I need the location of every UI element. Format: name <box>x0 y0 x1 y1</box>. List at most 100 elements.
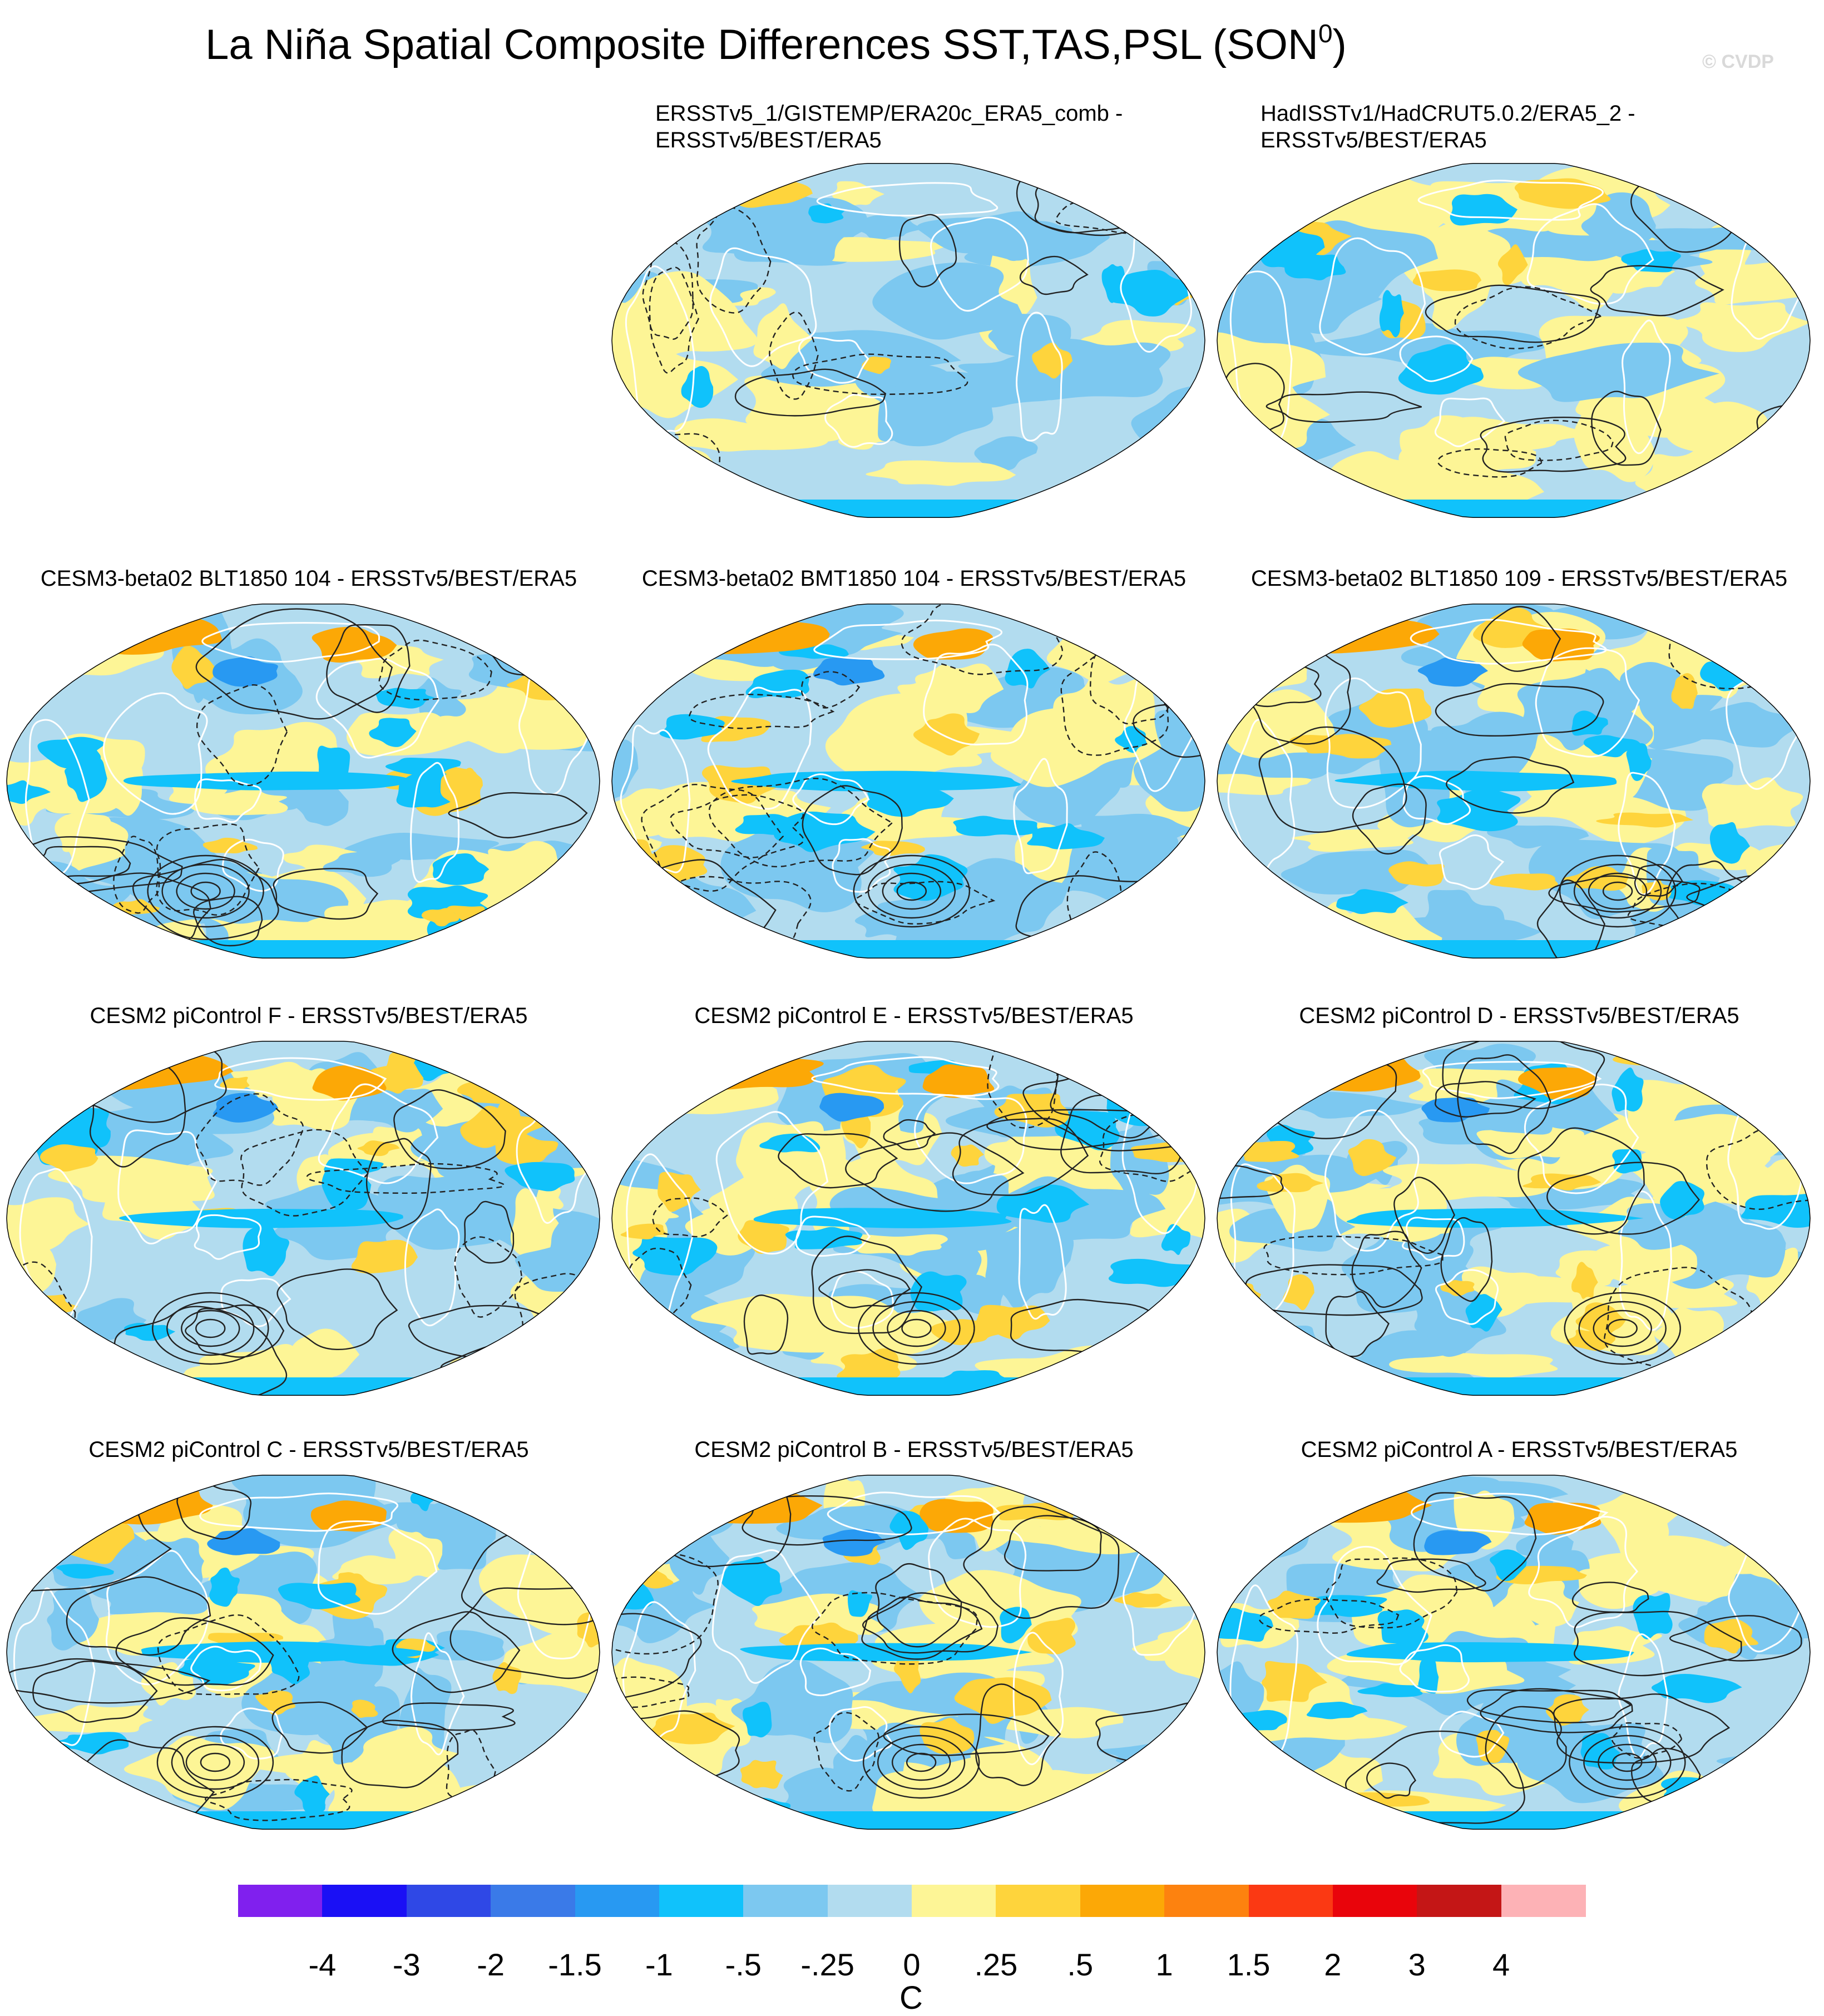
anomaly-region <box>1440 1280 1475 1296</box>
panel-title: CESM3-beta02 BLT1850 104 - ERSSTv5/BEST/… <box>40 566 577 591</box>
anomaly-region <box>1027 1618 1076 1655</box>
map-panel: CESM2 piControl E - ERSSTv5/BEST/ERA5 <box>611 1001 1217 1407</box>
anomaly-region <box>1484 1647 1576 1711</box>
psl-contours <box>612 1475 1205 1799</box>
anomaly-region <box>1388 861 1445 887</box>
anomaly-region <box>615 433 675 488</box>
anomaly-region <box>351 1239 418 1274</box>
colorbar-units: C <box>899 1980 923 2016</box>
anomaly-region <box>56 1564 114 1579</box>
anomaly-region <box>1096 478 1134 497</box>
anomaly-region <box>243 1225 289 1277</box>
equatorial-anomaly-band <box>119 1209 403 1228</box>
anomaly-region <box>1546 1694 1589 1726</box>
colorbar-tick-label: .5 <box>1067 1947 1094 1982</box>
anomaly-region <box>691 1293 906 1353</box>
figure-title-text: La Niña Spatial Composite Differences SS… <box>205 21 1318 68</box>
anomaly-region <box>1000 1607 1032 1644</box>
colorbar-tick-label: .25 <box>974 1947 1018 1982</box>
anomaly-region <box>1522 629 1600 662</box>
anomaly-region <box>1516 668 1653 750</box>
anomaly-region <box>922 1064 995 1098</box>
anomaly-region <box>1114 1592 1173 1608</box>
anomaly-region <box>1055 1111 1120 1150</box>
anomaly-region <box>658 1172 701 1212</box>
anomaly-region <box>209 1567 240 1607</box>
anomaly-region <box>1398 417 1536 488</box>
figure-title: La Niña Spatial Composite Differences SS… <box>0 20 1552 70</box>
anomaly-region <box>612 733 639 803</box>
anomaly-region <box>650 1055 824 1090</box>
anomaly-region <box>212 656 278 687</box>
robinson-map <box>1217 604 1811 958</box>
anomaly-region <box>1771 634 1810 683</box>
anomaly-region <box>1574 391 1655 482</box>
anomaly-region <box>1514 178 1611 209</box>
anomaly-region <box>721 1557 782 1607</box>
anomaly-region <box>878 381 952 442</box>
colorbar-tick-label: -2 <box>477 1947 505 1982</box>
panel-title: CESM3-beta02 BLT1850 109 - ERSSTv5/BEST/… <box>1250 566 1788 591</box>
anomaly-region <box>1263 462 1309 518</box>
anomaly-region <box>862 356 892 374</box>
colorbar-tick-label: 4 <box>1492 1947 1510 1982</box>
anomaly-region <box>1786 1288 1810 1318</box>
panel-title: CESM3-beta02 BMT1850 104 - ERSSTv5/BEST/… <box>641 566 1187 591</box>
equatorial-anomaly-band <box>731 770 1021 792</box>
colorbar <box>238 1885 1586 1917</box>
colorbar-tick-label: -.5 <box>725 1947 762 1982</box>
psl-contours <box>1217 1480 1802 1824</box>
anomaly-region <box>369 718 417 747</box>
colorbar-tick-label: -4 <box>308 1947 337 1982</box>
colorbar-box <box>1501 1885 1586 1917</box>
anomaly-region <box>1257 1173 1324 1193</box>
map-border <box>611 1041 1205 1396</box>
colorbar-tick-label: 1 <box>1155 1947 1173 1982</box>
anomaly-region <box>1133 745 1205 812</box>
robinson-map <box>1217 1041 1811 1396</box>
anomaly-region <box>1118 463 1205 518</box>
anomaly-region <box>65 756 107 802</box>
anomaly-region <box>1665 401 1768 453</box>
colorbar-box <box>1248 1885 1333 1917</box>
antarctic-region <box>1217 1377 1810 1396</box>
anomaly-region <box>1612 1067 1644 1112</box>
anomaly-region <box>1783 869 1810 899</box>
antarctic-region <box>612 500 1205 518</box>
anomaly-region <box>1688 1333 1782 1396</box>
anomaly-region <box>773 811 876 852</box>
anomaly-region <box>14 1704 153 1733</box>
equatorial-anomaly-band <box>740 1643 1032 1662</box>
anomaly-region <box>385 757 461 777</box>
anomaly-region <box>985 1222 1074 1309</box>
anomaly-region <box>207 1528 280 1555</box>
anomaly-region <box>1629 1114 1783 1214</box>
robinson-map <box>611 1041 1205 1396</box>
robinson-map <box>611 604 1205 958</box>
colorbar-box <box>1332 1885 1417 1917</box>
anomaly-region <box>1465 1294 1502 1332</box>
antarctic-region <box>1217 500 1810 518</box>
coastlines <box>626 1056 1200 1329</box>
anomaly-region <box>938 667 1109 728</box>
anomaly-region <box>1237 627 1272 659</box>
anomaly-region <box>351 1699 378 1718</box>
anomaly-region <box>530 1757 583 1802</box>
anomaly-region <box>7 780 51 804</box>
anomaly-region <box>1418 1656 1439 1694</box>
anomaly-region <box>1613 1049 1682 1066</box>
equatorial-anomaly-band <box>1346 1208 1644 1228</box>
anomaly-region <box>1737 913 1794 955</box>
colorbar-tick-label: -3 <box>392 1947 421 1982</box>
anomaly-region <box>1348 1139 1397 1177</box>
map-panel: CESM3-beta02 BLT1850 104 - ERSSTv5/BEST/… <box>6 566 612 970</box>
anomaly-region <box>1115 726 1147 753</box>
anomaly-region <box>522 1756 600 1796</box>
anomaly-region <box>1389 1353 1558 1378</box>
anomaly-region <box>1517 342 1719 402</box>
anomaly-region <box>1633 1593 1673 1639</box>
robinson-map <box>611 1475 1205 1830</box>
cvdp-watermark: © CVDP <box>1702 51 1774 72</box>
anomaly-region <box>1379 290 1404 338</box>
antarctic-region <box>7 940 600 958</box>
